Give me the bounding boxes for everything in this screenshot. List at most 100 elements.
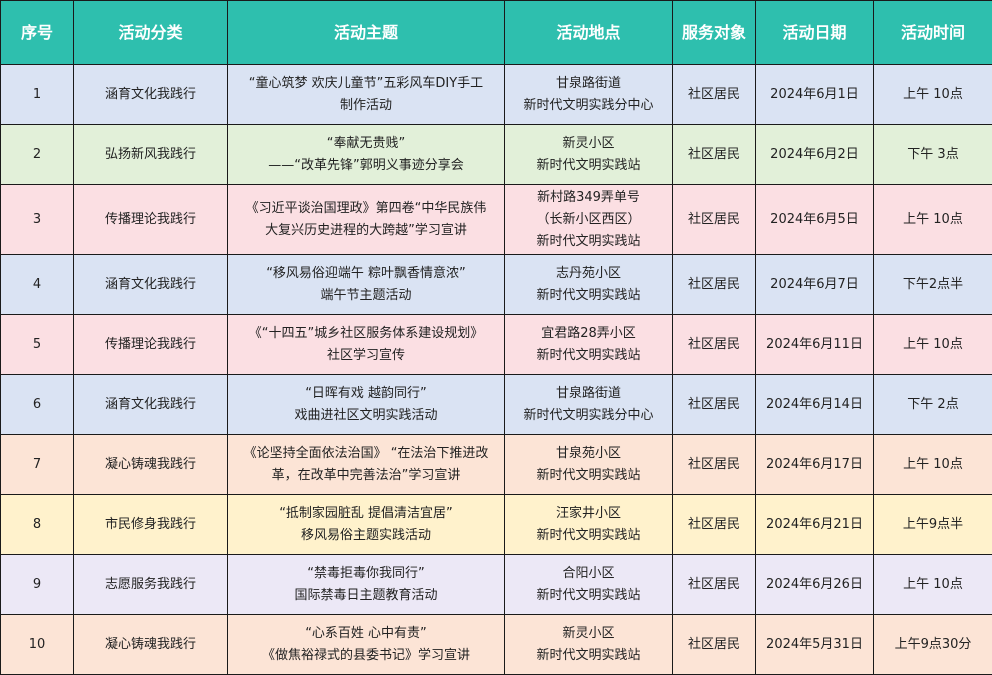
cell-no: 7 — [0, 434, 74, 495]
cell-place-line: 新时代文明实践站 — [536, 287, 641, 303]
cell-target: 社区居民 — [672, 184, 756, 255]
cell-place-line: 新时代文明实践分中心 — [523, 407, 654, 423]
cell-place-line: 新时代文明实践站 — [536, 157, 641, 173]
cell-category: 传播理论我践行 — [73, 184, 228, 255]
cell-theme-line: “奉献无贵贱” — [326, 135, 406, 151]
cell-place-line: 合阳小区 — [562, 565, 615, 581]
cell-target: 社区居民 — [672, 614, 756, 675]
cell-place: 甘泉苑小区新时代文明实践站 — [504, 434, 673, 495]
cell-theme: “移风易俗迎端午 粽叶飘香情意浓” 端午节主题活动 — [227, 254, 505, 315]
cell-date: 2024年5月31日 — [755, 614, 874, 675]
cell-place-line: 志丹苑小区 — [555, 265, 621, 281]
cell-theme-line: 制作活动 — [339, 97, 392, 113]
cell-category: 弘扬新风我践行 — [73, 124, 228, 185]
cell-time: 下午 3点 — [873, 124, 992, 185]
cell-no: 1 — [0, 64, 74, 125]
cell-place-line: 甘泉路街道 — [555, 75, 621, 91]
cell-theme-line: 革，在改革中完善法治”学习宣讲 — [271, 467, 461, 483]
cell-theme-line: 社区学习宣传 — [326, 347, 405, 363]
cell-place-line: （长新小区西区） — [536, 211, 641, 227]
cell-place-line: 汪家井小区 — [555, 505, 621, 521]
cell-place-line: 新时代文明实践站 — [536, 647, 641, 663]
cell-place: 汪家井小区新时代文明实践站 — [504, 494, 673, 555]
cell-no: 2 — [0, 124, 74, 185]
cell-place-line: 新村路349弄单号 — [537, 189, 640, 205]
cell-theme-line: ——“改革先锋”郭明义事迹分享会 — [268, 157, 464, 173]
cell-theme: “童心筑梦 欢庆儿童节”五彩风车DIY手工 制作活动 — [227, 64, 505, 125]
cell-no: 6 — [0, 374, 74, 435]
cell-date: 2024年6月26日 — [755, 554, 874, 615]
table-row: 6 涵育文化我践行 “日晖有戏 越韵同行” 戏曲进社区文明实践活动 甘泉路街道 新时代文明… — [0, 374, 992, 435]
cell-theme: “抵制家园脏乱 提倡清洁宜居” 移风易俗主题实践活动 — [227, 494, 505, 555]
cell-no: 9 — [0, 554, 74, 615]
cell-theme: “心系百姓 心中有责” 《做焦裕禄式的县委书记》学习宣讲 — [227, 614, 505, 675]
cell-no: 3 — [0, 184, 74, 255]
cell-target: 社区居民 — [672, 314, 756, 375]
cell-date: 2024年6月2日 — [755, 124, 874, 185]
cell-theme-line: “童心筑梦 欢庆儿童节”五彩风车DIY手工 — [248, 75, 484, 91]
table-row: 7 凝心铸魂我践行 《论坚持全面依法治国》 “在法治下推进改 革，在改革中完善法治”学… — [0, 434, 992, 495]
header-row: 序号 活动分类 活动主题 活动地点 服务对象 活动日期 活动时间 — [0, 0, 992, 65]
cell-theme: 《习近平谈治国理政》第四卷“中华民族伟 大复兴历史进程的大跨越”学习宣讲 — [227, 184, 505, 255]
cell-theme: “禁毒拒毒你我同行” 国际禁毒日主题教育活动 — [227, 554, 505, 615]
cell-date: 2024年6月5日 — [755, 184, 874, 255]
cell-target: 社区居民 — [672, 254, 756, 315]
table-row: 2 弘扬新风我践行 “奉献无贵贱” ——“改革先锋”郭明义事迹分享会 新灵小区 新时代文明… — [0, 124, 992, 185]
cell-theme-line: 《论坚持全面依法治国》 “在法治下推进改 — [243, 445, 489, 461]
table-row: 3 传播理论我践行 《习近平谈治国理政》第四卷“中华民族伟 大复兴历史进程的大跨越”学… — [0, 184, 992, 255]
cell-time: 上午 10点 — [873, 184, 992, 255]
cell-place-line: 新灵小区 — [562, 625, 615, 641]
cell-category: 市民修身我践行 — [73, 494, 228, 555]
cell-time: 上午 10点 — [873, 64, 992, 125]
cell-theme-line: 大复兴历史进程的大跨越”学习宣讲 — [265, 222, 467, 238]
cell-target: 社区居民 — [672, 494, 756, 555]
table-row: 1 涵育文化我践行 “童心筑梦 欢庆儿童节”五彩风车DIY手工 制作活动 甘泉路街道 新时… — [0, 64, 992, 125]
cell-place-line: 新时代文明实践站 — [536, 467, 641, 483]
cell-date: 2024年6月14日 — [755, 374, 874, 435]
cell-time: 下午2点半 — [873, 254, 992, 315]
cell-place-line: 新时代文明实践站 — [536, 347, 641, 363]
table-row: 9 志愿服务我践行 “禁毒拒毒你我同行” 国际禁毒日主题教育活动 合阳小区 新时代文明实践… — [0, 554, 992, 615]
cell-date: 2024年6月7日 — [755, 254, 874, 315]
cell-target: 社区居民 — [672, 124, 756, 185]
cell-category: 凝心铸魂我践行 — [73, 614, 228, 675]
cell-time: 上午9点30分 — [873, 614, 992, 675]
cell-place-line: 新时代文明实践分中心 — [523, 97, 654, 113]
header-target: 服务对象 — [672, 0, 756, 65]
cell-time: 上午9点半 — [873, 494, 992, 555]
cell-theme: “奉献无贵贱” ——“改革先锋”郭明义事迹分享会 — [227, 124, 505, 185]
cell-theme-line: 端午节主题活动 — [320, 287, 412, 303]
cell-place-line: 新时代文明实践站 — [536, 587, 641, 603]
cell-place-line: 甘泉路街道 — [555, 385, 621, 401]
cell-target: 社区居民 — [672, 434, 756, 495]
cell-date: 2024年6月21日 — [755, 494, 874, 555]
cell-target: 社区居民 — [672, 374, 756, 435]
cell-category: 传播理论我践行 — [73, 314, 228, 375]
cell-place-line: 甘泉苑小区 — [555, 445, 621, 461]
cell-no: 4 — [0, 254, 74, 315]
cell-category: 凝心铸魂我践行 — [73, 434, 228, 495]
cell-place: 新村路349弄单号 （长新小区西区） 新时代文明实践站 — [504, 184, 673, 255]
cell-place-line: 新时代文明实践站 — [536, 527, 641, 543]
cell-theme-line: “心系百姓 心中有责” — [305, 625, 427, 641]
cell-category: 涵育文化我践行 — [73, 64, 228, 125]
cell-date: 2024年6月17日 — [755, 434, 874, 495]
cell-place: 宜君路28弄小区 新时代文明实践站 — [504, 314, 673, 375]
cell-theme-line: 国际禁毒日主题教育活动 — [294, 587, 438, 603]
cell-theme-line: 《习近平谈治国理政》第四卷“中华民族伟 — [245, 200, 487, 216]
cell-no: 10 — [0, 614, 74, 675]
cell-theme: “日晖有戏 越韵同行” 戏曲进社区文明实践活动 — [227, 374, 505, 435]
cell-time: 下午 2点 — [873, 374, 992, 435]
cell-time: 上午 10点 — [873, 554, 992, 615]
cell-place: 志丹苑小区新时代文明实践站 — [504, 254, 673, 315]
cell-place: 新灵小区 新时代文明实践站 — [504, 124, 673, 185]
cell-no: 5 — [0, 314, 74, 375]
table-row: 4 涵育文化我践行 “移风易俗迎端午 粽叶飘香情意浓” 端午节主题活动 志丹苑小区 新时代… — [0, 254, 992, 315]
cell-theme-line: 移风易俗主题实践活动 — [300, 527, 431, 543]
table-row: 10 凝心铸魂我践行 “心系百姓 心中有责” 《做焦裕禄式的县委书记》学习宣讲 新灵小区… — [0, 614, 992, 675]
cell-category: 涵育文化我践行 — [73, 254, 228, 315]
table-row: 8 市民修身我践行 “抵制家园脏乱 提倡清洁宜居” 移风易俗主题实践活动 汪家井小区 新时… — [0, 494, 992, 555]
cell-place-line: 新时代文明实践站 — [536, 233, 641, 249]
cell-target: 社区居民 — [672, 554, 756, 615]
